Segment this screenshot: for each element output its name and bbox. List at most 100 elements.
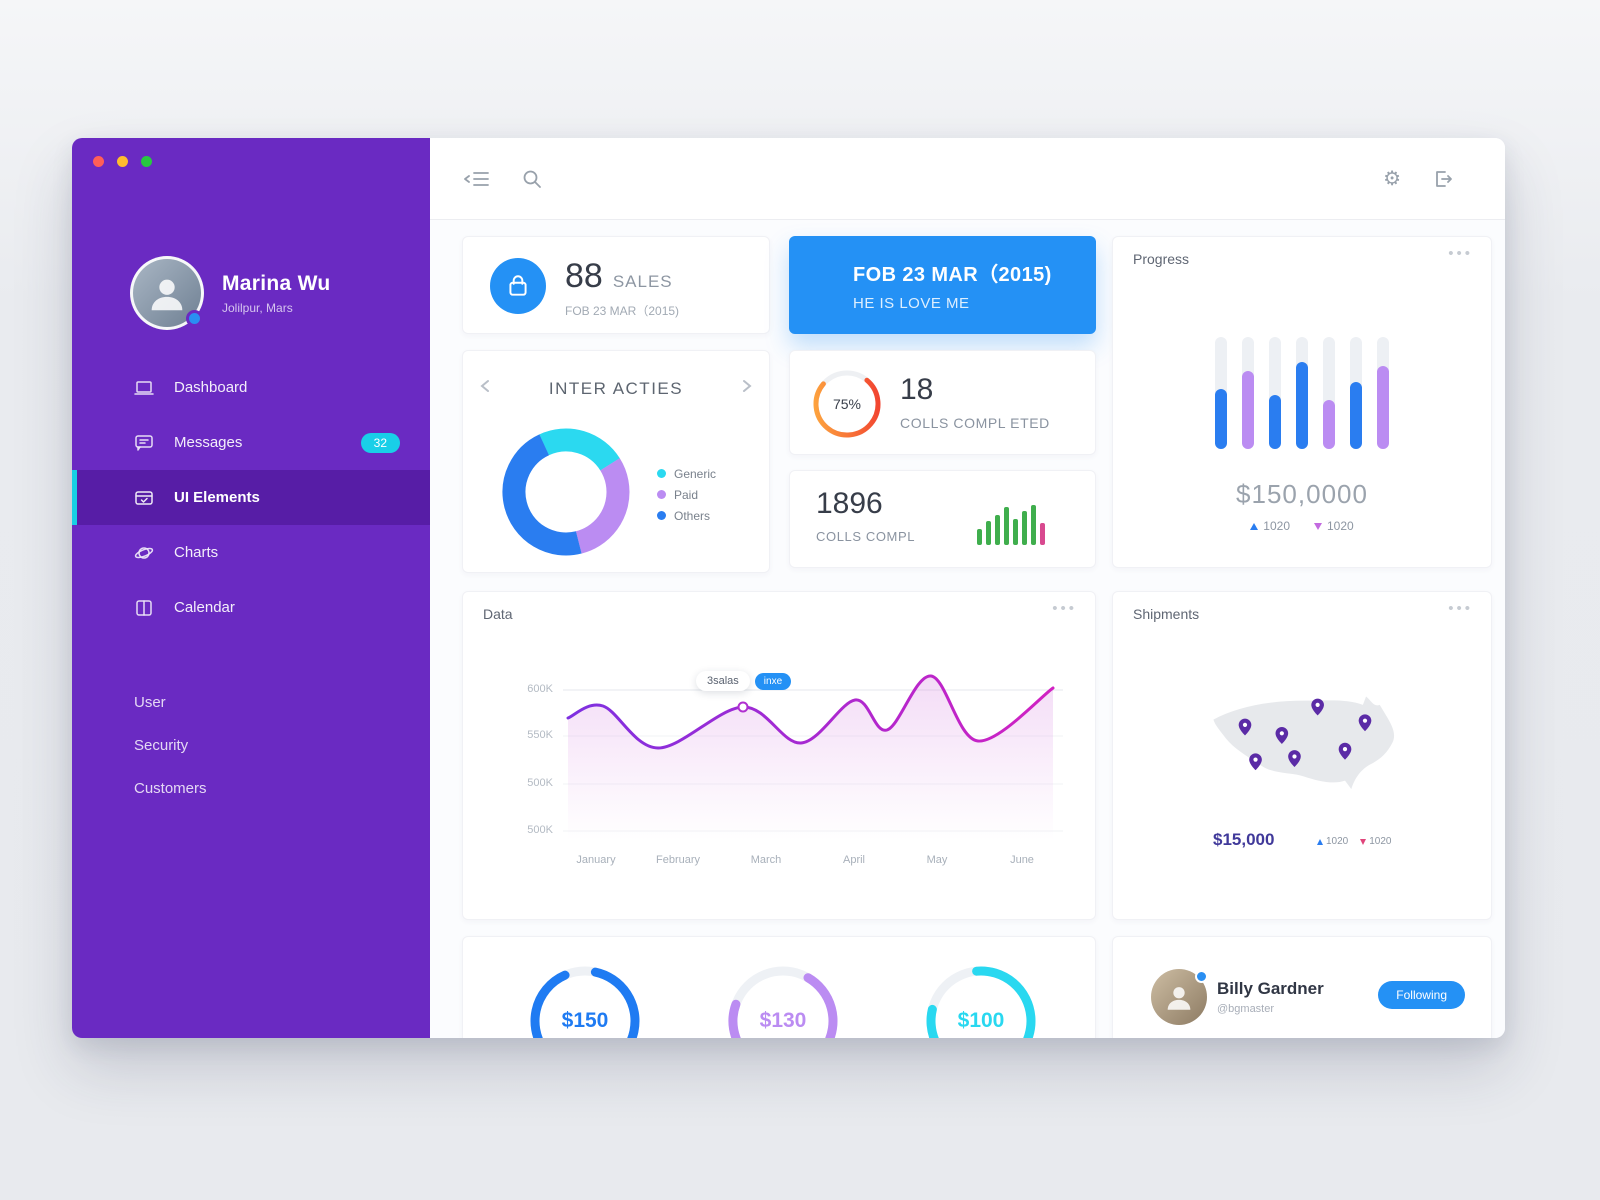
progress-bar xyxy=(1350,337,1362,449)
map-pin-icon xyxy=(1238,718,1252,736)
y-axis-label: 500K xyxy=(527,824,553,836)
progress-bar xyxy=(1377,337,1389,449)
map-pin-icon xyxy=(1358,714,1372,732)
completed-percent: 75% xyxy=(832,396,862,412)
topbar xyxy=(430,138,1505,220)
shipments-amount: $15,000 xyxy=(1213,830,1275,849)
shopping-bag-icon xyxy=(490,258,546,314)
search-icon[interactable] xyxy=(522,169,542,189)
zoom-button[interactable] xyxy=(141,156,152,167)
sidebar-menu: Dashboard Messages 32 UI Elements Charts Cale… xyxy=(72,360,430,635)
legend-dot xyxy=(657,511,666,520)
minimize-button[interactable] xyxy=(117,156,128,167)
interacties-card: INTER ACTIES Generic Paid Others xyxy=(462,350,770,573)
sidebar-item-label: Dashboard xyxy=(174,379,248,396)
amount-ring: $100 xyxy=(923,963,1039,1038)
progress-bar xyxy=(1269,337,1281,449)
map-pin-icon xyxy=(1275,727,1289,744)
settings-gear-icon[interactable] xyxy=(1383,169,1401,189)
more-options-icon[interactable] xyxy=(1448,245,1473,262)
mini-bar-chart xyxy=(977,501,1045,545)
ring-value: $100 xyxy=(957,1009,1005,1032)
progress-amount: $150,0000 xyxy=(1236,479,1368,509)
interacties-title: INTER ACTIES xyxy=(548,379,684,398)
mini-bar xyxy=(986,521,991,545)
planet-icon xyxy=(134,543,154,563)
amount-ring: $150 xyxy=(527,963,643,1038)
promo-card[interactable]: FOB 23 MAR（2015) HE IS LOVE ME xyxy=(789,236,1096,334)
sidebar-item-label: Charts xyxy=(174,544,219,561)
mini-bar xyxy=(1031,505,1036,545)
tooltip-badge: inxe xyxy=(754,672,792,690)
mini-bar xyxy=(1022,511,1027,545)
legend-dot xyxy=(657,469,666,478)
sales-card: 88 SALES FOB 23 MAR（2015) xyxy=(462,236,770,334)
map-pin-icon xyxy=(1338,742,1352,760)
up-triangle-icon xyxy=(1250,522,1259,530)
completed-value: 18 xyxy=(900,373,934,406)
donut-chart xyxy=(491,417,641,567)
legend-dot xyxy=(657,490,666,499)
profile-name: Billy Gardner xyxy=(1217,979,1324,998)
close-button[interactable] xyxy=(93,156,104,167)
mini-bar xyxy=(1004,507,1009,545)
sidebar: Marina Wu Jolilpur, Mars Dashboard Messag… xyxy=(72,138,430,1038)
x-axis-label: February xyxy=(655,854,701,866)
completed-label: COLLS COMPL ETED xyxy=(900,415,1050,431)
user-profile: Marina Wu Jolilpur, Mars xyxy=(130,256,331,330)
up-triangle-icon xyxy=(1317,838,1323,845)
folder-check-icon xyxy=(134,488,154,508)
legend-item: Generic xyxy=(657,463,716,484)
user-location: Jolilpur, Mars xyxy=(222,300,293,315)
sidebar-item-dashboard[interactable]: Dashboard xyxy=(72,360,430,415)
avatar xyxy=(130,256,204,330)
donut-legend: Generic Paid Others xyxy=(657,463,716,526)
amount-ring: $130 xyxy=(725,963,841,1038)
shipments-up: 1020 xyxy=(1317,836,1348,847)
sidebar-item-charts[interactable]: Charts xyxy=(72,525,430,580)
map-pin-icon xyxy=(1249,753,1262,771)
mini-bar xyxy=(1040,523,1045,545)
collapse-menu-icon[interactable] xyxy=(464,169,490,189)
person-icon xyxy=(1167,987,1191,1010)
shipments-down: 1020 xyxy=(1360,836,1392,847)
sidebar-item-ui-elements[interactable]: UI Elements xyxy=(72,470,430,525)
more-options-icon[interactable] xyxy=(1448,600,1473,617)
y-axis-label: 550K xyxy=(527,729,553,741)
chevron-right-icon[interactable] xyxy=(737,377,755,398)
colls-value: 1896 xyxy=(816,487,883,520)
user-name: Marina Wu xyxy=(222,271,331,295)
map-pin-icon xyxy=(1288,750,1301,767)
profile-card: Billy Gardner @bgmaster Following xyxy=(1112,936,1492,1038)
legend-item: Others xyxy=(657,505,716,526)
chat-icon xyxy=(134,433,154,453)
sidebar-item-calendar[interactable]: Calendar xyxy=(72,580,430,635)
progress-title: Progress xyxy=(1133,251,1190,267)
online-status-dot xyxy=(1195,970,1208,983)
sidebar-link-security[interactable]: Security xyxy=(134,737,189,754)
y-axis-label: 500K xyxy=(527,777,553,789)
x-axis-label: January xyxy=(576,854,616,866)
chevron-left-icon[interactable] xyxy=(477,377,495,398)
line-chart xyxy=(563,670,1063,845)
messages-badge: 32 xyxy=(360,432,400,453)
logout-icon[interactable] xyxy=(1433,169,1453,189)
more-options-icon[interactable] xyxy=(1052,600,1077,617)
data-card: Data 600K 550K 500K 500K 3salas inxe Januar… xyxy=(462,591,1096,920)
mini-bar xyxy=(995,515,1000,545)
completed-ring xyxy=(810,367,884,441)
data-title: Data xyxy=(483,606,513,622)
sidebar-link-user[interactable]: User xyxy=(134,694,166,711)
sidebar-link-customers[interactable]: Customers xyxy=(134,780,207,797)
shipments-card: Shipments $15,000 1020 1020 xyxy=(1112,591,1492,920)
online-status-dot xyxy=(186,310,203,327)
sidebar-item-messages[interactable]: Messages 32 xyxy=(72,415,430,470)
main-content: 88 SALES FOB 23 MAR（2015) FOB 23 MAR（201… xyxy=(430,138,1505,1038)
following-button[interactable]: Following xyxy=(1378,981,1465,1009)
laptop-icon xyxy=(134,378,154,398)
progress-bar xyxy=(1323,337,1335,449)
legend-item: Paid xyxy=(657,484,716,505)
mini-bar xyxy=(1013,519,1018,545)
progress-down: 1020 xyxy=(1314,519,1354,533)
progress-bar-chart xyxy=(1113,337,1491,449)
